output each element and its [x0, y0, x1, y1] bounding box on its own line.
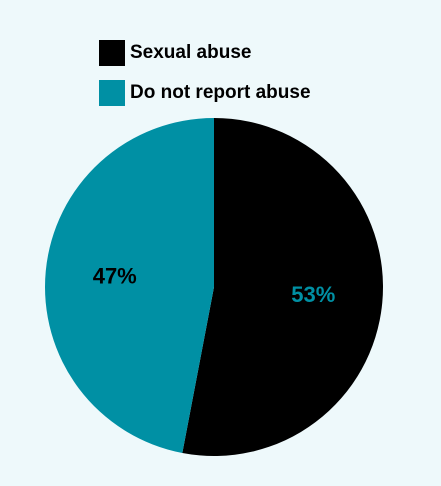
- pie-slice-sexual-abuse: [182, 118, 384, 456]
- pie-label-sexual-abuse: 53%: [291, 282, 335, 307]
- legend-item-do-not-report: Do not report abuse: [99, 80, 311, 106]
- chart-legend: Sexual abuse Do not report abuse: [99, 40, 311, 120]
- legend-item-sexual-abuse: Sexual abuse: [99, 40, 311, 66]
- legend-label-sexual-abuse: Sexual abuse: [130, 42, 252, 63]
- legend-swatch-sexual-abuse: [99, 40, 125, 66]
- pie-label-do-not-report-abuse: 47%: [93, 263, 137, 288]
- legend-swatch-do-not-report: [99, 80, 125, 106]
- pie-slice-do-not-report-abuse: [45, 118, 215, 454]
- legend-label-do-not-report: Do not report abuse: [130, 82, 311, 103]
